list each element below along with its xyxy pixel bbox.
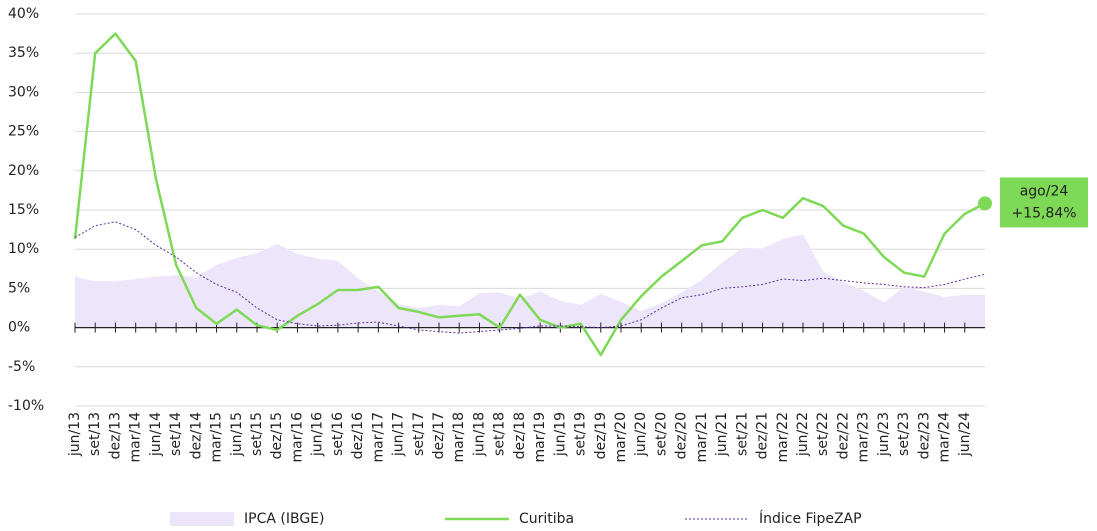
x-tick-label: set/17 <box>411 412 427 456</box>
x-tick-label: mar/23 <box>856 412 872 463</box>
x-tick-label: set/19 <box>573 412 589 456</box>
x-tick-label: set/16 <box>330 412 346 456</box>
x-tick-label: set/14 <box>168 412 184 456</box>
x-tick-label: set/22 <box>815 412 831 456</box>
y-tick-label: 0% <box>8 320 30 336</box>
legend-label: Curitiba <box>519 511 574 527</box>
x-tick-label: dez/19 <box>593 412 609 459</box>
x-tick-label: mar/24 <box>937 412 953 463</box>
x-tick-label: jun/20 <box>633 412 649 457</box>
x-tick-label: jun/18 <box>471 412 487 457</box>
x-tick-label: set/15 <box>249 412 265 456</box>
x-tick-label: jun/16 <box>310 412 326 457</box>
x-tick-label: set/20 <box>653 412 669 456</box>
x-tick-label: mar/14 <box>128 412 144 463</box>
area <box>75 234 985 328</box>
y-tick-label: 30% <box>8 84 39 100</box>
x-tick-label: mar/20 <box>613 412 629 463</box>
x-tick-label: jun/17 <box>391 412 407 457</box>
x-tick-label: dez/15 <box>269 412 285 459</box>
legend-swatch <box>170 512 234 526</box>
line <box>74 221 986 334</box>
x-tick-label: jun/19 <box>552 412 568 457</box>
end-point <box>978 196 992 211</box>
y-tick-label: 25% <box>8 124 39 140</box>
legend-label: IPCA (IBGE) <box>244 511 324 527</box>
x-tick-label: mar/18 <box>451 412 467 463</box>
x-tick-label: dez/16 <box>350 412 366 459</box>
x-tick-label: dez/14 <box>188 412 204 459</box>
y-tick-label: 5% <box>8 280 30 296</box>
x-tick-label: mar/22 <box>775 412 791 463</box>
y-tick-label: 15% <box>8 202 39 218</box>
y-tick-label: 20% <box>8 163 39 179</box>
x-tick-label: dez/23 <box>916 412 932 459</box>
x-tick-label: set/23 <box>896 412 912 456</box>
x-tick-label: jun/23 <box>876 412 892 457</box>
x-tick-label: dez/18 <box>512 412 528 459</box>
x-tick-label: dez/17 <box>431 412 447 459</box>
x-tick-label: jun/13 <box>67 412 83 457</box>
y-tick-label: 35% <box>8 45 39 61</box>
x-tick-label: mar/17 <box>370 412 386 463</box>
x-tick-label: mar/15 <box>209 412 225 463</box>
line <box>73 32 986 357</box>
x-tick-label: set/13 <box>87 412 103 456</box>
x-tick-label: dez/20 <box>674 412 690 459</box>
y-tick-label: -10% <box>8 398 44 414</box>
callout-box <box>1000 177 1088 228</box>
x-tick-label: dez/22 <box>835 412 851 459</box>
y-tick-label: 40% <box>8 6 39 22</box>
y-tick-label: -5% <box>8 359 35 375</box>
x-tick-label: jun/22 <box>795 412 811 457</box>
x-tick-label: dez/21 <box>755 412 771 459</box>
x-tick-label: set/18 <box>492 412 508 456</box>
legend-label: Índice FipeZAP <box>759 510 862 527</box>
y-tick-label: 10% <box>8 241 39 257</box>
x-tick-label: jun/21 <box>714 412 730 457</box>
x-tick-label: mar/19 <box>532 412 548 463</box>
x-tick-label: jun/14 <box>148 412 164 457</box>
x-tick-label: mar/16 <box>289 412 305 463</box>
x-tick-label: set/21 <box>734 412 750 456</box>
callout-value: +15,84% <box>1011 205 1076 221</box>
x-tick-label: jun/24 <box>957 412 973 457</box>
x-tick-label: mar/21 <box>694 412 710 463</box>
x-tick-label: jun/15 <box>229 412 245 457</box>
x-tick-label: dez/13 <box>107 412 123 459</box>
callout-date: ago/24 <box>1020 183 1069 199</box>
